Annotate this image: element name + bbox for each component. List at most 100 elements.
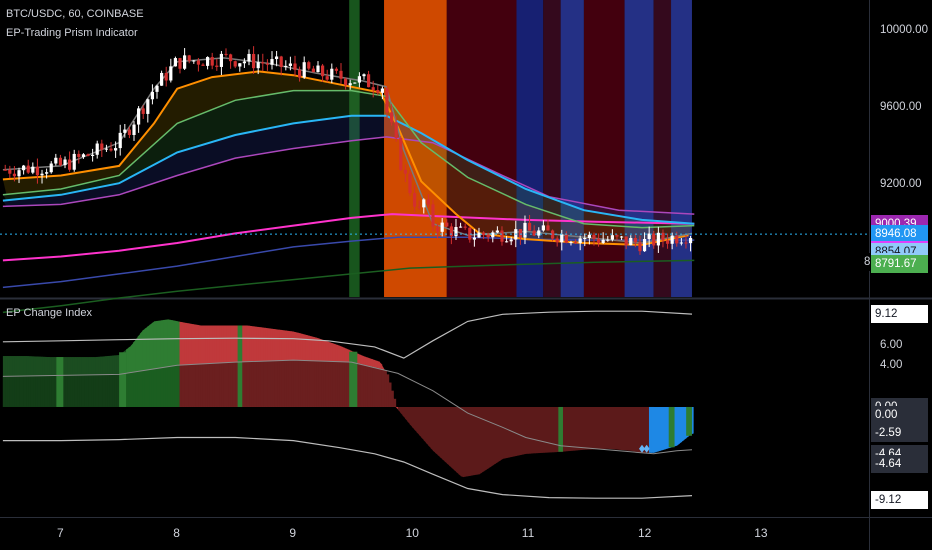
change-index-inner — [112, 374, 115, 407]
change-index-area — [632, 406, 636, 452]
change-index-inner — [367, 366, 371, 407]
candle-body — [422, 199, 426, 208]
candle-body — [252, 53, 256, 69]
candle-body — [371, 87, 375, 90]
change-index-inner — [374, 367, 378, 407]
change-index-inner — [116, 374, 120, 407]
change-index-area — [662, 406, 666, 450]
candle-body — [417, 206, 421, 208]
ema-blue-line — [2, 114, 695, 225]
change-index-inner — [163, 367, 167, 407]
candle-body — [389, 112, 394, 123]
change-index-inner — [388, 382, 392, 407]
change-index-area — [528, 406, 531, 454]
change-index-inner — [372, 367, 376, 407]
change-index-inner — [391, 390, 394, 407]
candle-body — [77, 153, 81, 157]
change-index-pane — [2, 310, 694, 499]
change-index-area — [676, 406, 680, 446]
change-index-inner — [21, 376, 25, 407]
candle-body — [573, 242, 578, 244]
change-index-area — [648, 406, 652, 453]
change-index-inner — [335, 361, 339, 407]
change-index-inner — [207, 363, 211, 407]
index-value-tag[interactable]: -2.59 — [871, 424, 928, 443]
change-index-area — [644, 406, 648, 453]
change-index-area — [521, 406, 524, 455]
indicator-title[interactable]: EP-Trading Prism Indicator — [6, 27, 138, 39]
candle-body — [54, 157, 58, 164]
change-index-inner — [286, 360, 290, 407]
change-index-inner — [305, 360, 308, 407]
candle-body — [458, 226, 463, 228]
change-index-inner — [342, 361, 346, 407]
change-index-inner — [193, 364, 197, 407]
candle-body — [596, 238, 601, 243]
ema-fast-line — [2, 57, 693, 244]
candle-body — [72, 153, 76, 170]
price-tag[interactable]: 8791.67 — [871, 254, 928, 273]
change-index-area — [409, 406, 413, 427]
change-index-area — [653, 406, 657, 453]
change-index-inner — [177, 365, 181, 407]
change-index-inner — [363, 364, 366, 407]
change-index-inner — [332, 361, 336, 407]
candle-body — [95, 143, 99, 155]
candle-body — [408, 173, 412, 194]
regime-band — [624, 0, 654, 297]
candle-body — [550, 230, 555, 239]
candle-body — [173, 58, 178, 67]
candle-body — [86, 154, 90, 156]
candle-body — [426, 199, 430, 205]
symbol-title[interactable]: BTC/USDC, 60, COINBASE — [6, 8, 144, 20]
change-index-area — [588, 406, 592, 450]
index-value-tag[interactable]: -4.64 — [871, 455, 928, 474]
change-index-area — [625, 406, 629, 451]
change-index-inner — [288, 360, 292, 407]
change-index-area — [444, 406, 448, 464]
index-value-tag[interactable]: 0.00 — [871, 406, 928, 425]
candle-body — [58, 157, 63, 166]
candle-body — [670, 235, 674, 244]
candle-body — [256, 62, 260, 69]
change-index-area — [535, 406, 538, 454]
candle-body — [454, 226, 458, 237]
change-index-area — [423, 406, 427, 443]
date-tick-label: 12 — [638, 526, 652, 540]
candle-body — [91, 154, 95, 156]
signal-marker — [119, 352, 127, 407]
regime-band — [516, 0, 544, 297]
candle-body — [504, 241, 509, 243]
regime-band — [583, 0, 625, 297]
candle-body — [210, 57, 214, 66]
change-index-inner — [263, 361, 267, 407]
candle-body — [302, 62, 306, 78]
change-index-inner — [298, 360, 301, 407]
change-index-area — [674, 406, 678, 447]
change-index-area — [602, 406, 606, 449]
candle-body — [431, 204, 435, 227]
change-index-inner — [365, 365, 369, 407]
change-index-area — [537, 406, 541, 454]
candle-body — [435, 226, 440, 232]
change-index-inner — [130, 372, 134, 407]
index-value-tag[interactable]: 9.12 — [871, 305, 928, 324]
candle-body — [49, 163, 53, 173]
change-index-inner — [186, 364, 190, 407]
candle-body — [63, 159, 67, 166]
ema-ribbon — [2, 115, 692, 224]
change-index-inner — [360, 364, 364, 407]
lower-pane-title[interactable]: EP Change Index — [6, 307, 93, 319]
change-index-area — [407, 406, 411, 425]
change-index-inner — [219, 363, 222, 407]
candle-body — [279, 56, 283, 67]
change-index-area — [465, 406, 469, 477]
price-tag[interactable]: 8946.08 — [871, 225, 928, 244]
change-index-area — [404, 406, 408, 422]
candle-body — [583, 237, 587, 239]
candle-body — [403, 169, 407, 174]
index-value-tag[interactable]: -9.12 — [871, 490, 928, 509]
candle-body — [183, 55, 187, 69]
change-index-area — [604, 406, 608, 449]
